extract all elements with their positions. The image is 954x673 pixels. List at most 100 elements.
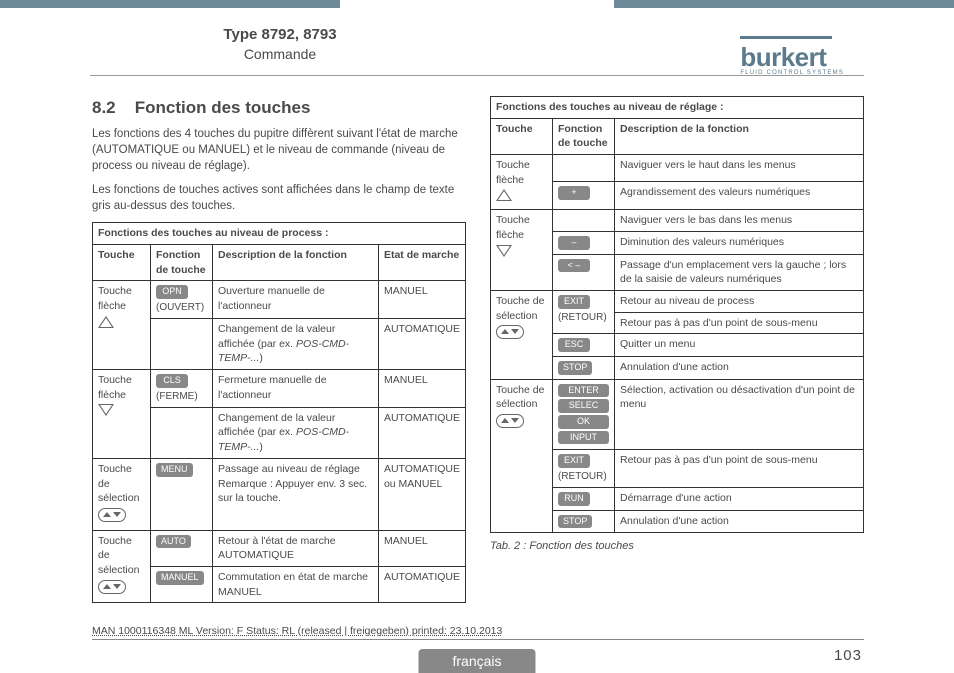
cell-fonction: ENTER SELEC OK INPUT [553,379,615,450]
rth-desc: Description de la fonction [615,118,864,154]
badge-exit: EXIT [558,454,590,468]
logo-name: burkert [740,42,826,72]
select-key-icon [98,580,126,594]
badge-left: < – [558,259,590,273]
cell-desc: Agrandissement des valeurs numériques [615,181,864,209]
left-table-title: Fonctions des touches au niveau de proce… [93,223,466,245]
badge-ok: OK [558,415,609,429]
table-row: Touche de sélection AUTO Retour à l'état… [93,530,466,566]
cell-desc: Retour pas à pas d'un point de sous-menu [615,312,864,334]
table-row: Touche flèche Naviguer vers le haut dans… [491,155,864,182]
cell-desc: Annulation d'une action [615,510,864,533]
right-table-title: Fonctions des touches au niveau de régla… [491,97,864,119]
badge-exit: EXIT [558,295,590,309]
cell-fonction: OPN (OUVERT) [151,281,213,319]
burkert-logo: burkert FLUID CONTROL SYSTEMS [740,28,844,76]
cell-fonction: AUTO [151,530,213,566]
header-subtitle: Commande [160,46,400,62]
page-number: 103 [834,647,862,664]
footer-docline: MAN 1000116348 ML Version: F Status: RL … [92,625,502,637]
cell-touche: Touche flèche [491,155,553,210]
cell-fonction: MANUEL [151,566,213,602]
footer-rule [92,639,864,640]
right-column: Fonctions des touches au niveau de régla… [490,96,864,615]
language-tab: français [418,649,535,673]
badge-stop: STOP [558,361,592,375]
cell-etat: AUTOMATIQUE [378,566,465,602]
cell-desc: Commutation en état de marche MANUEL [213,566,379,602]
cell-desc: Ouverture manuelle de l'actionneur [213,281,379,319]
cell-desc: Changement de la valeur affichée (par ex… [213,407,379,458]
cell-desc: Annulation d'une action [615,356,864,379]
cell-etat: AUTOMATIQUE [378,319,465,370]
table-row: Touche flèche CLS (FERME) Fermeture manu… [93,370,466,408]
badge-cls: CLS [156,374,188,388]
page-header: Type 8792, 8793 Commande burkert FLUID C… [90,26,864,76]
lth-touche: Touche [93,244,151,280]
badge-esc: ESC [558,338,590,352]
intro-para-1: Les fonctions des 4 touches du pupitre d… [92,126,466,174]
badge-manuel: MANUEL [156,571,204,585]
arrow-up-icon [98,316,114,328]
arrow-down-icon [496,245,512,257]
cell-fonction: + [553,181,615,209]
cell-touche: Touche flèche [491,210,553,291]
left-column: 8.2 Fonction des touches Les fonctions d… [92,96,466,615]
section-heading: 8.2 Fonction des touches [92,96,466,120]
header-title-block: Type 8792, 8793 Commande [160,26,400,62]
cell-fonction: EXIT (RETOUR) [553,290,615,333]
cell-fonction [151,407,213,458]
badge-auto: AUTO [156,535,191,549]
table-row: Touche flèche Naviguer vers le bas dans … [491,210,864,232]
lth-fonction: Fonction de touche [151,244,213,280]
table-caption: Tab. 2 : Fonction des touches [490,539,864,554]
badge-input: INPUT [558,431,609,445]
section-number: 8.2 [92,96,130,120]
cell-desc: Retour à l'état de marche AUTOMATIQUE [213,530,379,566]
badge-menu: MENU [156,463,193,477]
badge-run: RUN [558,492,590,506]
badge-selec: SELEC [558,399,609,413]
badge-opn: OPN [156,285,188,299]
cell-desc: Quitter un menu [615,334,864,357]
content-columns: 8.2 Fonction des touches Les fonctions d… [92,96,864,615]
cell-desc: Sélection, activation ou désactivation d… [615,379,864,450]
cell-touche: Touche de sélection [93,530,151,603]
lth-etat: Etat de marche [378,244,465,280]
badge-stack: ENTER SELEC OK INPUT [558,384,609,445]
cell-desc: Diminution des valeurs numériques [615,231,864,254]
cell-etat: MANUEL [378,530,465,566]
badge-stop: STOP [558,515,592,529]
cell-touche: Touche de sélection [491,379,553,533]
header-type-line: Type 8792, 8793 [160,26,400,43]
table-row: Touche flèche OPN (OUVERT) Ouverture man… [93,281,466,319]
badge-minus: – [558,236,590,250]
arrow-up-icon [496,189,512,201]
cell-touche: Touche de sélection [491,290,553,379]
cell-etat: AUTOMATIQUE [378,407,465,458]
cell-fonction: < – [553,254,615,290]
section-title: Fonction des touches [135,98,311,117]
badge-plus: + [558,186,590,200]
table-row: Touche de sélection ENTER SELEC OK INPUT… [491,379,864,450]
cell-desc: Fermeture manuelle de l'actionneur [213,370,379,408]
table-row: Touche de sélection MENU Passage au nive… [93,458,466,530]
cell-fonction [553,155,615,182]
cell-fonction: MENU [151,458,213,530]
cell-fonction: STOP [553,510,615,533]
page-footer: MAN 1000116348 ML Version: F Status: RL … [0,629,954,673]
cell-fonction [151,319,213,370]
arrow-down-icon [98,404,114,416]
select-key-icon [496,325,524,339]
top-accent-bars [0,0,954,8]
accent-bar-left [0,0,340,8]
cell-fonction: ESC [553,334,615,357]
cell-desc: Démarrage d'une action [615,488,864,511]
cell-fonction [553,210,615,232]
cell-desc: Retour au niveau de process [615,290,864,312]
table-row: Touche de sélection EXIT (RETOUR) Retour… [491,290,864,312]
lth-desc: Description de la fonction [213,244,379,280]
cell-fonction: – [553,231,615,254]
cell-desc: Naviguer vers le haut dans les menus [615,155,864,182]
cell-touche: Touche flèche [93,370,151,459]
